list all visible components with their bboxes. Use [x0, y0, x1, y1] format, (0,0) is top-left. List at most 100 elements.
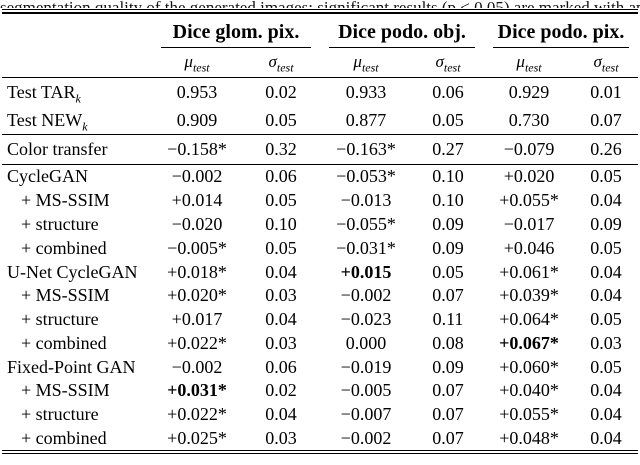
cell-value: 0.05: [590, 309, 622, 330]
cell-value: 0.02: [265, 380, 297, 401]
cell-value: 0.02: [265, 81, 297, 102]
group-header-dice-podo-obj: Dice podo. obj.: [320, 14, 484, 48]
cell-value: 0.04: [590, 404, 622, 425]
table-row: Test NEWk 0.909 0.05 0.877 0.05 0.730 0.07: [2, 106, 638, 135]
subheader-mu-test: μtest: [320, 48, 412, 78]
cell-value: +0.046: [503, 237, 555, 258]
cell-value: 0.10: [265, 213, 297, 234]
cell-value: +0.015: [340, 261, 392, 282]
cell-value: −0.053*: [320, 163, 412, 189]
cmid-rule: [493, 47, 630, 48]
cell-value: −0.002: [152, 163, 242, 189]
cell-value: −0.005: [340, 380, 392, 401]
cell-value: 0.000: [345, 332, 387, 353]
group-header-dice-glom-pix: Dice glom. pix.: [152, 14, 320, 48]
table-row: Color transfer −0.158* 0.32 −0.163* 0.27 −0.0…: [2, 134, 639, 165]
cell-value: 0.953: [176, 81, 218, 102]
cell-value: 0.04: [590, 427, 622, 448]
sigma-symbol: σ: [268, 52, 277, 71]
cell-value: −0.019: [340, 356, 392, 377]
top-rule-thick: [2, 12, 638, 14]
table-row: Fixed-Point GAN −0.002 0.06 −0.019 0.09 +0.06…: [2, 355, 638, 379]
cell-value: 0.09: [432, 237, 464, 258]
row-label-subscript: k: [82, 119, 88, 134]
cell-value: −0.007: [340, 404, 392, 425]
cell-value: −0.002: [340, 285, 392, 306]
top-rule-thin: [2, 9, 638, 10]
group-header-dice-podo-pix: Dice podo. pix.: [484, 14, 638, 48]
cell-value: +0.039*: [499, 285, 559, 306]
cell-value: +0.014: [171, 190, 223, 211]
cell-value: 0.08: [432, 332, 464, 353]
cell-value: 0.07: [432, 380, 464, 401]
table-row: CycleGAN −0.002 0.06 −0.053* 0.10 +0.020 0.05: [2, 163, 639, 189]
sigma-symbol: σ: [593, 52, 602, 71]
empty-corner-cell: [2, 14, 152, 48]
cell-value: 0.26: [574, 134, 639, 165]
sigma-subscript: test: [601, 60, 619, 75]
cell-value: 0.06: [432, 81, 464, 102]
cell-value: 0.01: [590, 81, 622, 102]
cell-value: 0.05: [265, 109, 297, 130]
subheader-row: μtest σtest μtest σtest μtest σtest: [2, 48, 639, 78]
sigma-subscript: test: [276, 60, 294, 75]
row-label: Test NEWk: [7, 109, 88, 134]
row-label: + structure: [21, 404, 99, 425]
cell-value: +0.022*: [167, 332, 227, 353]
cell-value: +0.020*: [167, 285, 227, 306]
cell-value: −0.158*: [152, 134, 242, 165]
cell-value: 0.03: [590, 332, 622, 353]
mu-symbol: μ: [353, 52, 362, 71]
cell-value: +0.060*: [499, 356, 559, 377]
cell-value: +0.055*: [499, 404, 559, 425]
table-row: Test TARk 0.953 0.02 0.933 0.06 0.929 0.01: [2, 78, 638, 107]
row-label: + structure: [21, 213, 99, 234]
results-table-body: Test TARk 0.953 0.02 0.933 0.06 0.929 0.01 Test…: [2, 78, 639, 451]
subheader-sigma-test: σtest: [412, 48, 485, 78]
cell-value: +0.064*: [499, 309, 559, 330]
table-row: + combined +0.025* 0.03 −0.002 0.07 +0.048* 0.…: [2, 427, 638, 451]
cell-value: 0.04: [590, 380, 622, 401]
row-label: + combined: [21, 332, 107, 353]
table-row: + MS-SSIM +0.020* 0.03 −0.002 0.07 +0.039* 0.0…: [2, 284, 638, 308]
cell-value: +0.067*: [499, 332, 559, 353]
table-caption-cropped: segmentation quality of the generated im…: [0, 0, 640, 8]
results-table: Dice glom. pix. Dice podo. obj. Dice pod…: [2, 14, 639, 451]
sigma-symbol: σ: [435, 52, 444, 71]
cell-value: +0.022*: [167, 404, 227, 425]
cmid-rule: [161, 47, 311, 48]
sigma-subscript: test: [443, 60, 461, 75]
empty-corner-cell: [2, 48, 152, 78]
cell-value: 0.27: [412, 134, 485, 165]
cell-value: −0.023: [340, 309, 392, 330]
cell-value: 0.32: [242, 134, 320, 165]
table-row: + structure +0.022* 0.04 −0.007 0.07 +0.055* 0…: [2, 403, 638, 427]
bottom-rule-thin: [2, 453, 638, 455]
cell-value: 0.05: [590, 356, 622, 377]
results-table-header: Dice glom. pix. Dice podo. obj. Dice pod…: [2, 14, 639, 78]
group-header-label: Dice podo. pix.: [497, 21, 625, 43]
cell-value: +0.061*: [499, 261, 559, 282]
table-caption-text: segmentation quality of the generated im…: [0, 0, 640, 8]
cell-value: 0.03: [265, 332, 297, 353]
mu-subscript: test: [192, 60, 210, 75]
row-label: + combined: [21, 237, 107, 258]
cell-value: 0.04: [590, 261, 622, 282]
cell-value: 0.877: [345, 109, 387, 130]
row-label: Fixed-Point GAN: [7, 356, 136, 377]
table-row: + structure +0.017 0.04 −0.023 0.11 +0.064* 0.…: [2, 308, 638, 332]
cell-value: 0.07: [590, 109, 622, 130]
cell-value: 0.10: [412, 163, 485, 189]
cell-value: 0.05: [265, 237, 297, 258]
cell-value: 0.04: [590, 285, 622, 306]
cell-value: −0.017: [503, 213, 555, 234]
cell-value: 0.05: [574, 163, 639, 189]
cell-value: −0.002: [171, 356, 223, 377]
subheader-mu-test: μtest: [152, 48, 242, 78]
table-row: U-Net CycleGAN +0.018* 0.04 +0.015 0.05 +0.06…: [2, 260, 638, 284]
group-header-row: Dice glom. pix. Dice podo. obj. Dice pod…: [2, 14, 638, 48]
cell-value: 0.933: [345, 81, 387, 102]
row-label: + MS-SSIM: [21, 380, 110, 401]
cell-value: −0.079: [484, 134, 575, 165]
